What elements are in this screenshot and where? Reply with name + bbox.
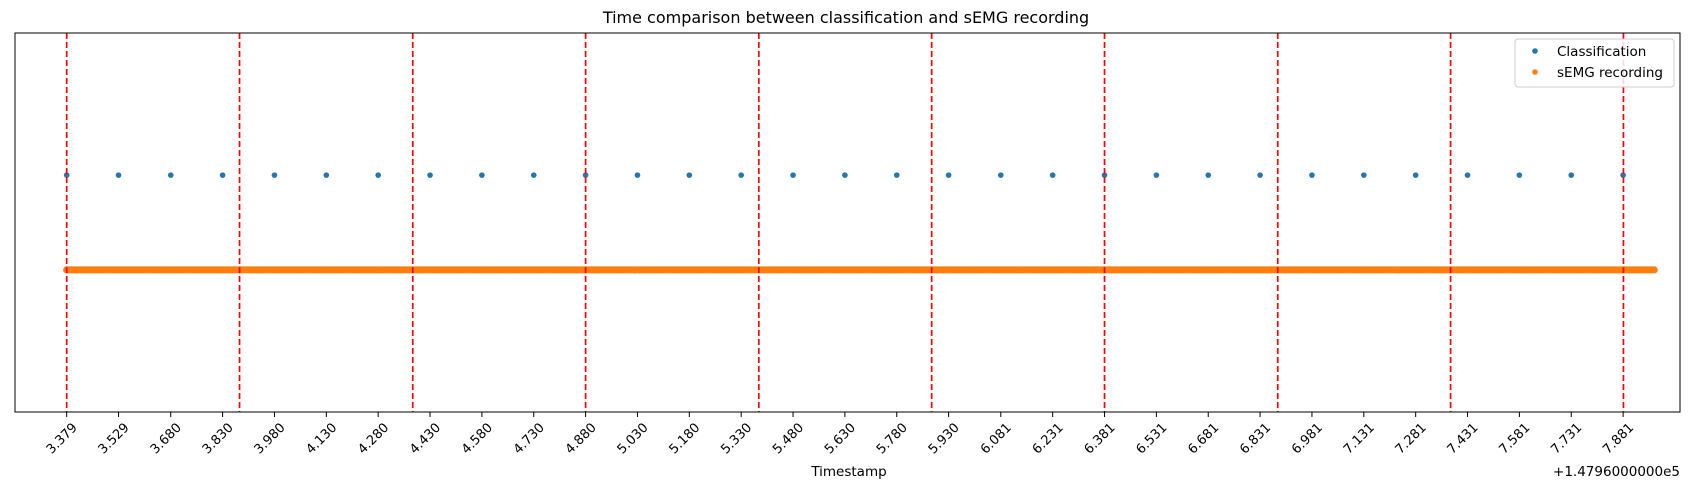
classification-point xyxy=(1309,172,1315,178)
legend-label: Classification xyxy=(1557,44,1646,60)
classification-point xyxy=(634,172,641,178)
legend: Classification sEMG recording xyxy=(1514,38,1675,88)
classification-point xyxy=(1049,172,1056,178)
classification-point xyxy=(1101,172,1108,178)
classification-point xyxy=(1361,172,1367,178)
classification-point xyxy=(63,172,70,178)
classification-point xyxy=(1464,172,1471,178)
classification-point xyxy=(893,172,900,178)
classification-point xyxy=(375,172,381,178)
classification-point xyxy=(1620,172,1626,178)
classification-point xyxy=(998,172,1004,178)
classification-point xyxy=(1516,172,1523,178)
legend-box xyxy=(1514,38,1675,88)
classification-point xyxy=(219,172,226,178)
classification-point xyxy=(427,172,433,178)
classification-point xyxy=(530,172,537,178)
classification-point xyxy=(738,172,744,178)
classification-point xyxy=(686,172,693,178)
classification-point xyxy=(1257,172,1263,178)
classification-point xyxy=(323,172,330,178)
classification-point xyxy=(1568,172,1575,178)
classification-point xyxy=(167,172,174,178)
classification-point xyxy=(790,172,796,178)
classification-point xyxy=(945,172,952,178)
classification-point xyxy=(1412,172,1419,178)
classification-point xyxy=(271,172,278,178)
classification-point xyxy=(479,172,485,178)
classification-point xyxy=(842,172,848,178)
classification-point xyxy=(1205,172,1212,178)
chart-title: Time comparison between classification a… xyxy=(602,8,1089,27)
classification-point xyxy=(115,172,122,178)
axis-offset-label: +1.4796000000e5 xyxy=(1553,464,1680,480)
classification-point xyxy=(582,172,589,178)
semg-recording-point xyxy=(1650,266,1658,274)
plot-frame xyxy=(14,32,1681,413)
legend-marker xyxy=(1532,48,1538,54)
legend-label: sEMG recording xyxy=(1557,65,1663,81)
x-axis-label: Timestamp xyxy=(810,464,886,480)
classification-point xyxy=(1153,172,1160,178)
legend-marker xyxy=(1532,69,1538,75)
